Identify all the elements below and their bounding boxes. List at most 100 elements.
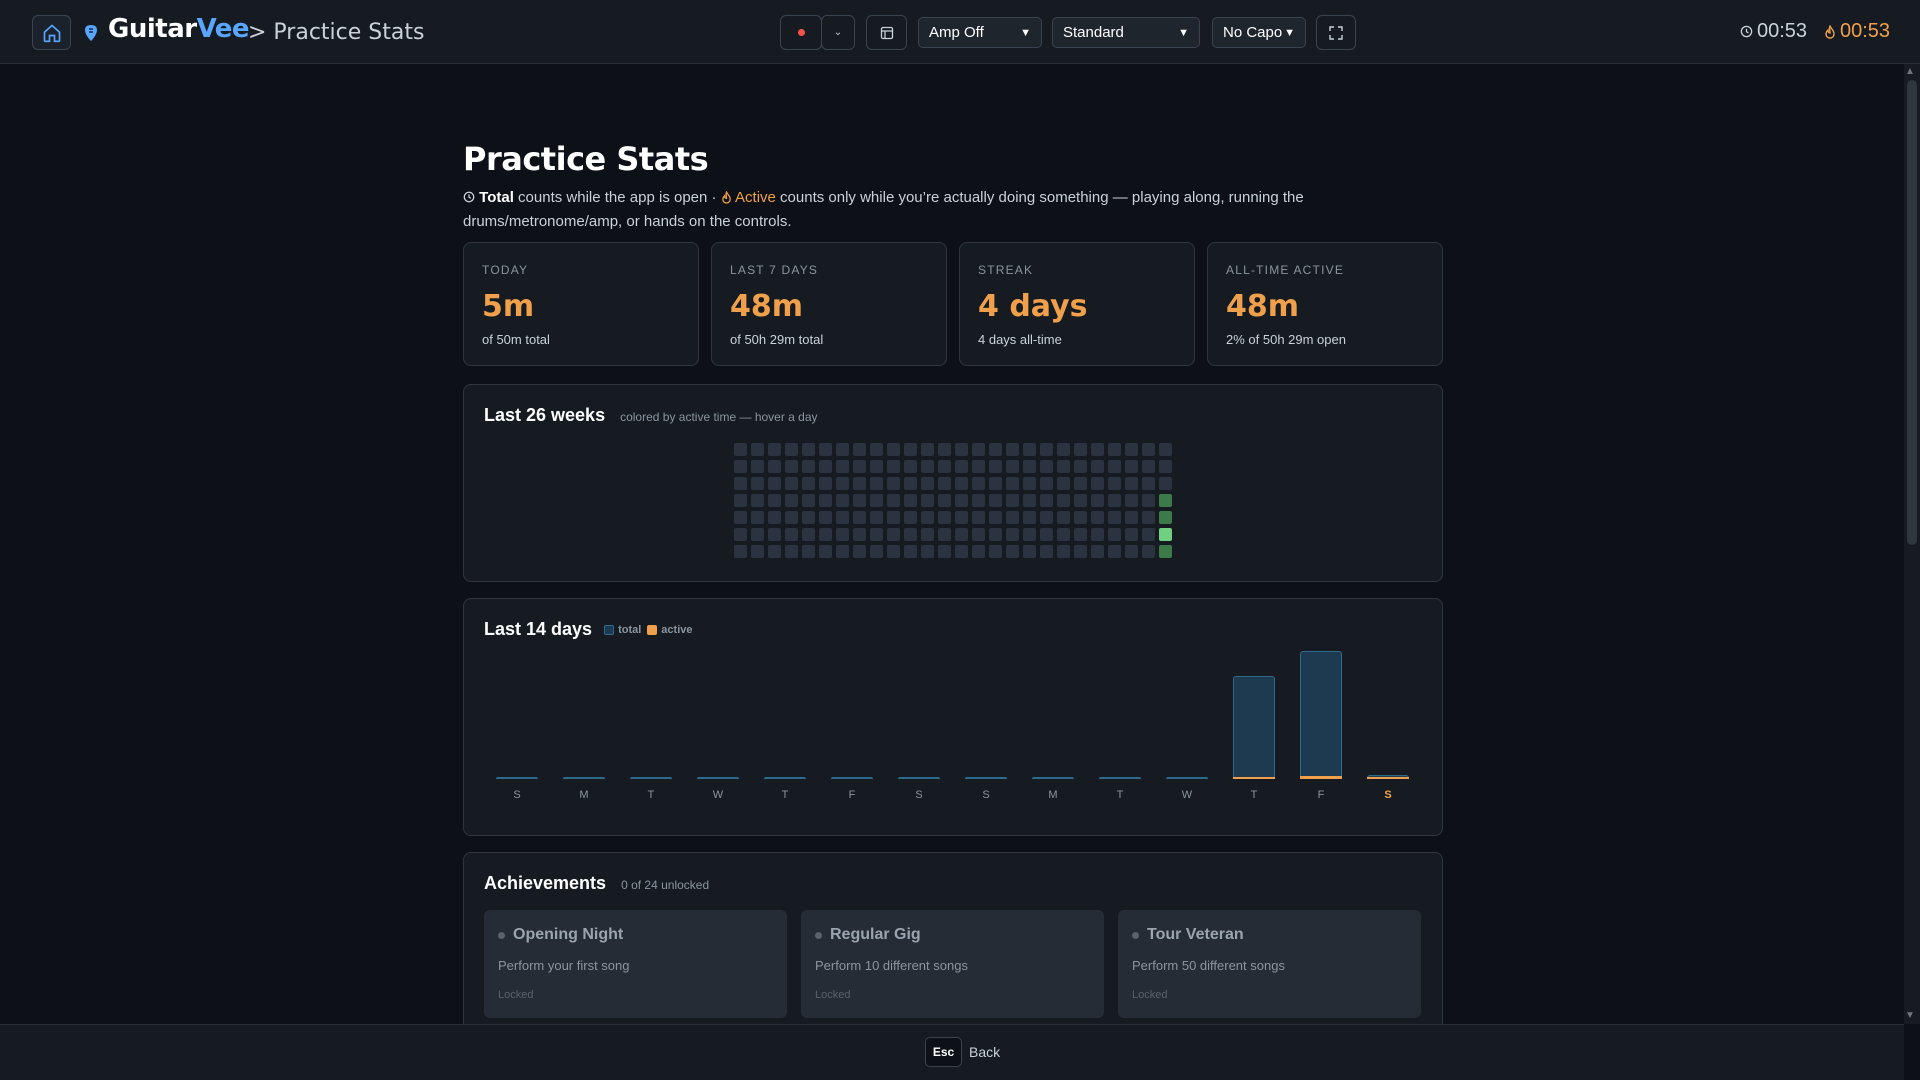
heatmap-day-cell[interactable] (1159, 545, 1172, 558)
heatmap-day-cell[interactable] (836, 528, 849, 541)
heatmap-day-cell[interactable] (785, 443, 798, 456)
achievement-card[interactable]: Opening Night Perform your first song Lo… (484, 910, 787, 1018)
bar-day[interactable] (1032, 651, 1074, 779)
heatmap-day-cell[interactable] (734, 511, 747, 524)
heatmap-day-cell[interactable] (1125, 511, 1138, 524)
heatmap-day-cell[interactable] (836, 545, 849, 558)
heatmap-day-cell[interactable] (853, 443, 866, 456)
heatmap-day-cell[interactable] (1006, 545, 1019, 558)
heatmap-day-cell[interactable] (972, 443, 985, 456)
heatmap-day-cell[interactable] (1159, 460, 1172, 473)
heatmap-day-cell[interactable] (1142, 443, 1155, 456)
heatmap-day-cell[interactable] (904, 443, 917, 456)
heatmap-day-cell[interactable] (887, 494, 900, 507)
heatmap-day-cell[interactable] (768, 511, 781, 524)
heatmap-day-cell[interactable] (853, 528, 866, 541)
heatmap-day-cell[interactable] (887, 443, 900, 456)
scroll-down-icon[interactable]: ▼ (1905, 1010, 1915, 1021)
heatmap-day-cell[interactable] (734, 460, 747, 473)
heatmap-day-cell[interactable] (1159, 528, 1172, 541)
heatmap-day-cell[interactable] (972, 494, 985, 507)
achievement-card[interactable]: Regular Gig Perform 10 different songs L… (801, 910, 1104, 1018)
heatmap-day-cell[interactable] (989, 545, 1002, 558)
bar-day[interactable] (1233, 651, 1275, 779)
heatmap-day-cell[interactable] (1074, 545, 1087, 558)
scrollbar-thumb[interactable] (1907, 80, 1917, 545)
heatmap-day-cell[interactable] (1108, 528, 1121, 541)
heatmap-day-cell[interactable] (989, 460, 1002, 473)
heatmap-day-cell[interactable] (1125, 528, 1138, 541)
heatmap-day-cell[interactable] (904, 511, 917, 524)
heatmap-day-cell[interactable] (751, 528, 764, 541)
bar-day[interactable] (1099, 651, 1141, 779)
heatmap-day-cell[interactable] (1108, 511, 1121, 524)
heatmap-day-cell[interactable] (802, 477, 815, 490)
heatmap-day-cell[interactable] (1074, 528, 1087, 541)
heatmap-day-cell[interactable] (1091, 494, 1104, 507)
heatmap-day-cell[interactable] (836, 477, 849, 490)
heatmap-day-cell[interactable] (1091, 545, 1104, 558)
heatmap-day-cell[interactable] (1023, 443, 1036, 456)
heatmap-day-cell[interactable] (853, 477, 866, 490)
heatmap-day-cell[interactable] (870, 494, 883, 507)
scroll-up-icon[interactable]: ▲ (1905, 66, 1915, 77)
heatmap-day-cell[interactable] (751, 443, 764, 456)
heatmap-day-cell[interactable] (972, 511, 985, 524)
heatmap-day-cell[interactable] (751, 511, 764, 524)
heatmap-day-cell[interactable] (751, 477, 764, 490)
bar-day[interactable] (831, 651, 873, 779)
heatmap-day-cell[interactable] (921, 460, 934, 473)
heatmap-day-cell[interactable] (1108, 494, 1121, 507)
tuning-select[interactable]: Standard ▼ (1052, 17, 1200, 48)
heatmap-day-cell[interactable] (802, 443, 815, 456)
heatmap-day-cell[interactable] (1125, 443, 1138, 456)
heatmap-day-cell[interactable] (870, 443, 883, 456)
heatmap-day-cell[interactable] (734, 477, 747, 490)
heatmap-day-cell[interactable] (819, 528, 832, 541)
heatmap-day-cell[interactable] (887, 528, 900, 541)
heatmap-day-cell[interactable] (768, 460, 781, 473)
heatmap-day-cell[interactable] (1023, 528, 1036, 541)
heatmap-day-cell[interactable] (955, 528, 968, 541)
heatmap-day-cell[interactable] (1057, 511, 1070, 524)
heatmap-day-cell[interactable] (955, 460, 968, 473)
heatmap-day-cell[interactable] (904, 545, 917, 558)
heatmap-day-cell[interactable] (904, 477, 917, 490)
heatmap-day-cell[interactable] (938, 460, 951, 473)
heatmap-day-cell[interactable] (870, 528, 883, 541)
heatmap-day-cell[interactable] (768, 443, 781, 456)
heatmap-day-cell[interactable] (1142, 477, 1155, 490)
heatmap-day-cell[interactable] (904, 460, 917, 473)
heatmap-day-cell[interactable] (989, 511, 1002, 524)
heatmap-day-cell[interactable] (887, 477, 900, 490)
heatmap-day-cell[interactable] (955, 443, 968, 456)
heatmap-day-cell[interactable] (1057, 443, 1070, 456)
heatmap-day-cell[interactable] (836, 460, 849, 473)
bar-day[interactable] (1166, 651, 1208, 779)
heatmap-day-cell[interactable] (734, 443, 747, 456)
heatmap-day-cell[interactable] (1091, 511, 1104, 524)
heatmap-day-cell[interactable] (1023, 494, 1036, 507)
heatmap-day-cell[interactable] (1159, 494, 1172, 507)
heatmap-day-cell[interactable] (1074, 477, 1087, 490)
heatmap-day-cell[interactable] (802, 528, 815, 541)
heatmap-day-cell[interactable] (1125, 460, 1138, 473)
heatmap-day-cell[interactable] (836, 511, 849, 524)
heatmap-day-cell[interactable] (1074, 443, 1087, 456)
heatmap-day-cell[interactable] (989, 528, 1002, 541)
heatmap-day-cell[interactable] (938, 477, 951, 490)
heatmap-day-cell[interactable] (989, 443, 1002, 456)
fullscreen-button[interactable] (1316, 15, 1356, 50)
heatmap-day-cell[interactable] (1006, 528, 1019, 541)
heatmap-day-cell[interactable] (785, 528, 798, 541)
app-logo[interactable]: GuitarVee (108, 14, 250, 44)
capo-select[interactable]: No Capo ▼ (1212, 17, 1306, 48)
heatmap-day-cell[interactable] (1142, 460, 1155, 473)
bar-day[interactable] (898, 651, 940, 779)
record-options-button[interactable]: ⌄ (821, 15, 855, 50)
heatmap-day-cell[interactable] (1057, 460, 1070, 473)
heatmap-day-cell[interactable] (1074, 494, 1087, 507)
heatmap-day-cell[interactable] (887, 511, 900, 524)
heatmap-day-cell[interactable] (1074, 511, 1087, 524)
heatmap-day-cell[interactable] (819, 460, 832, 473)
